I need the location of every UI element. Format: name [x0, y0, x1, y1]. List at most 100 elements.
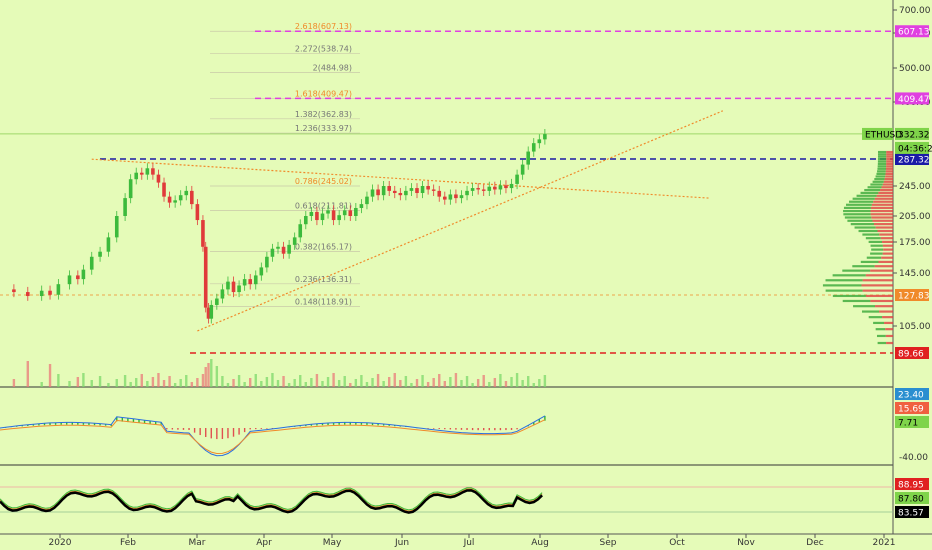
volume-bar — [90, 380, 93, 387]
fib-label: 0.382(165.17) — [295, 243, 352, 252]
volume-bar — [382, 381, 385, 387]
volume-bar — [98, 376, 102, 387]
candle-body — [178, 195, 183, 201]
candle-body — [465, 190, 469, 196]
macd-histogram-bar — [216, 428, 218, 440]
candle-body — [376, 189, 380, 196]
volume-profile-bar — [842, 269, 871, 272]
candle-body — [276, 246, 280, 249]
volume-profile-bar — [873, 200, 893, 203]
y-tick-label: 105.00 — [899, 322, 931, 332]
macd-histogram-bar — [82, 422, 85, 425]
volume-bar — [332, 373, 335, 387]
candle-body — [331, 210, 336, 221]
volume-profile-bar — [850, 223, 874, 226]
volume-bar — [135, 378, 138, 387]
volume-bar — [527, 376, 530, 387]
macd-histogram-bar — [494, 428, 496, 431]
candle-body — [509, 183, 514, 189]
volume-bar — [68, 381, 71, 387]
macd-histogram-bar — [321, 423, 324, 426]
macd-histogram-bar — [499, 428, 502, 431]
volume-profile-bar — [885, 334, 893, 338]
price-axis[interactable]: 700.00600.00500.00400.00245.00205.00175.… — [862, 6, 932, 519]
x-tick-label: Jul — [463, 538, 475, 548]
macd-histogram-bar — [193, 428, 196, 433]
volume-profile-bar — [877, 153, 887, 156]
x-tick-label: Apr — [256, 538, 272, 548]
candle-body — [387, 186, 391, 191]
candle-body — [443, 196, 447, 200]
macd-histogram-bar — [327, 423, 329, 426]
candle-body — [226, 281, 230, 290]
volume-profile-bar — [860, 191, 879, 195]
macd-histogram-bar — [166, 428, 168, 430]
volume-profile-bar — [875, 305, 893, 308]
macd-histogram-bar — [32, 424, 35, 426]
candle-body — [270, 248, 275, 257]
macd-histogram-bar — [93, 423, 96, 426]
candle-body — [454, 194, 458, 199]
volume-profile-bar — [844, 216, 872, 219]
volume-profile-bar — [870, 252, 883, 255]
candle-body — [515, 174, 519, 184]
trendline[interactable] — [91, 158, 709, 199]
macd-histogram-bar — [66, 422, 68, 425]
volume-bar — [26, 361, 29, 387]
macd-histogram-bar — [221, 428, 224, 440]
volume-bar — [76, 377, 80, 387]
volume-bar — [287, 383, 291, 387]
volume-profile-bar — [881, 256, 893, 259]
macd-histogram-bar — [104, 424, 107, 426]
price-tag — [895, 347, 929, 359]
candle-body — [493, 186, 497, 190]
volume-profile-bar — [877, 165, 887, 168]
time-axis[interactable]: 2020 Feb Mar Apr May Jun Jul Aug Sep Oct Nov Dec 202… — [49, 534, 896, 548]
volume-bar — [107, 383, 110, 387]
macd-histogram-bar — [371, 423, 374, 426]
volume-profile-bar — [874, 197, 893, 200]
macd-histogram-bar — [483, 428, 485, 431]
volume-bar — [151, 377, 155, 387]
candle-body — [470, 188, 475, 191]
volume-profile-bar — [852, 197, 875, 200]
price-tag-text: 607.13 — [898, 28, 930, 38]
macd-histogram-bar — [366, 422, 368, 425]
macd-histogram-bar — [127, 418, 129, 423]
candle-body — [98, 251, 102, 257]
candle-body — [114, 216, 119, 238]
macd-tag — [895, 416, 929, 428]
candle-body — [420, 186, 425, 194]
volume-profile-bar — [885, 328, 893, 331]
candle-body — [398, 193, 403, 196]
candle-body — [123, 198, 127, 216]
fib-label: 0.786(245.02) — [295, 177, 352, 186]
candle-body — [253, 275, 258, 285]
volume-bar — [543, 375, 547, 387]
volume-bar — [438, 374, 441, 387]
volume-profile-bar — [848, 200, 874, 203]
trendline[interactable] — [197, 110, 724, 332]
candle-body — [448, 194, 453, 200]
volume-profile-bar — [878, 260, 893, 264]
macd-histogram-bar — [205, 428, 207, 438]
candle-body — [337, 215, 341, 221]
symbol-badge-text: ETHUSD — [865, 130, 902, 140]
macd-histogram-bar — [338, 422, 340, 425]
candle-body — [145, 168, 150, 175]
volume-profile-bar — [885, 170, 893, 173]
macd-tag-text: 23.40 — [898, 391, 924, 401]
macd-histogram-bar — [243, 428, 246, 433]
candle-body — [209, 304, 214, 319]
volume-profile-bar — [865, 294, 893, 298]
main-plot: 2.618(607.13) 2.272(538.74) 2(484.98) 1.618… — [0, 0, 932, 535]
volume-profile-bar — [885, 175, 893, 178]
candle-body — [26, 292, 30, 297]
macd-histogram-bar — [143, 420, 146, 424]
price-tag — [895, 92, 929, 105]
y-tick-label: 700.00 — [899, 6, 931, 16]
volume-profile-bar — [868, 316, 883, 319]
candle-body — [156, 174, 161, 183]
candle-body — [48, 290, 52, 295]
